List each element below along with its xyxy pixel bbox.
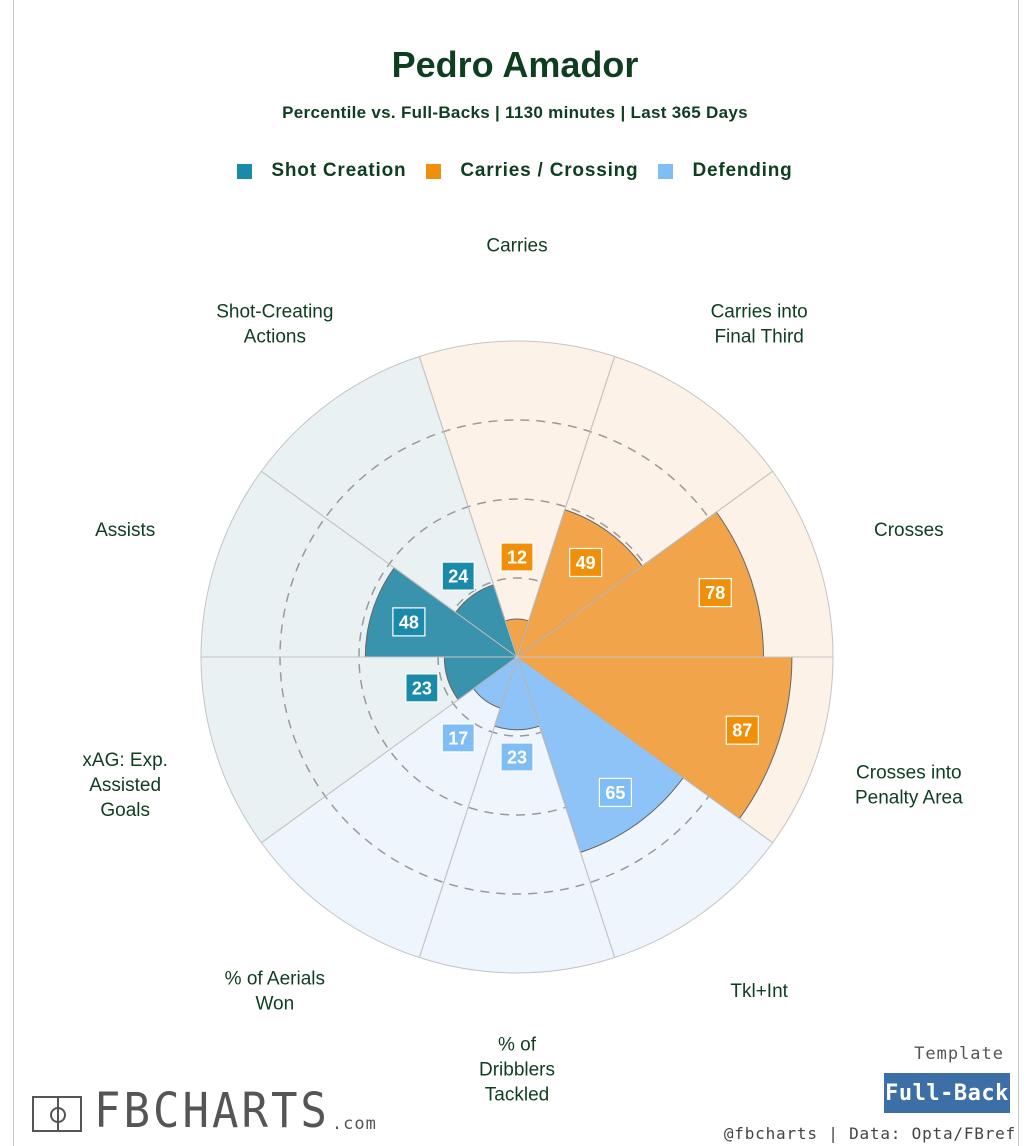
fbcharts-logo: FBCHARTS .com (32, 1087, 377, 1136)
template-label: Template (914, 1044, 1004, 1064)
chart-frame (13, 0, 1019, 1146)
value-label-bg (405, 673, 439, 703)
sector-divider (261, 470, 518, 658)
value-label-bg (392, 607, 426, 637)
sector-divider (516, 356, 616, 658)
axis-label-tkl-int: Tkl+Int (730, 981, 788, 1002)
legend-swatch-carries-crossing (426, 163, 442, 179)
sector-divider (418, 356, 518, 658)
legend-label-defending: Defending (692, 160, 793, 181)
value-label-bg (500, 742, 534, 772)
value-label-of-aerials-won: 17 (448, 728, 468, 748)
legend-label-carries-crossing: Carries / Crossing (460, 160, 639, 181)
value-label-bg (725, 715, 759, 745)
axis-label-shot-creating-actions: Shot-Creating Actions (216, 302, 333, 348)
legend-swatch-shot-creation (237, 163, 253, 179)
axis-label-of-dribblers-tackled: % of Dribblers Tackled (479, 1035, 555, 1106)
axis-label-carries: Carries (486, 236, 547, 257)
logo-suffix: .com (331, 1114, 377, 1134)
axis-label-xag-exp-assisted-goals: xAG: Exp. Assisted Goals (82, 750, 168, 821)
value-label-bg (598, 777, 632, 808)
value-label-bg (569, 547, 603, 578)
value-label-shot-creating-actions: 24 (448, 567, 468, 587)
axis-label-of-aerials-won: % of Aerials Won (225, 968, 325, 1014)
value-label-xag-exp-assisted-goals: 23 (412, 678, 432, 698)
value-label-assists: 48 (399, 612, 419, 632)
legend-item-defending: Defending (658, 160, 792, 182)
axis-label-crosses-into-penalty-area: Crosses into Penalty Area (855, 762, 963, 808)
value-label-of-dribblers-tackled: 23 (507, 748, 527, 768)
legend-swatch-defending (658, 163, 674, 179)
sector-divider (516, 656, 773, 844)
value-label-bg (441, 561, 475, 591)
legend-item-carries-crossing: Carries / Crossing (426, 160, 638, 182)
pitch-icon (32, 1096, 82, 1132)
credit-text: @fbcharts | Data: Opta/FBref (723, 1124, 1016, 1143)
value-label-carries-into-final-third: 49 (576, 553, 596, 573)
value-label-crosses: 78 (705, 583, 725, 603)
axis-label-assists: Assists (95, 520, 155, 541)
bar-tkl-int (516, 655, 684, 853)
bar-crosses (515, 511, 764, 658)
axis-label-carries-into-final-third: Carries into Final Third (711, 302, 808, 348)
sector-divider (418, 656, 518, 958)
sector-divider (516, 470, 773, 658)
legend-item-shot-creation: Shot Creation (237, 160, 406, 182)
chart-subtitle: Percentile vs. Full-Backs | 1130 minutes… (282, 103, 748, 122)
sector-divider (516, 656, 616, 958)
value-label-bg (441, 723, 475, 753)
value-label-carries: 12 (507, 548, 527, 568)
logo-text: FBCHARTS (94, 1083, 330, 1140)
bar-crosses-into-penalty-area (515, 656, 793, 820)
bar-carries-into-final-third (516, 509, 643, 659)
value-label-bg (500, 542, 534, 572)
sector-divider (261, 656, 518, 844)
value-label-crosses-into-penalty-area: 87 (732, 721, 752, 741)
value-label-bg (698, 577, 732, 608)
value-label-tkl-int: 65 (605, 783, 625, 803)
chart-title: Pedro Amador (391, 44, 639, 85)
axis-label-crosses: Crosses (874, 520, 944, 541)
sector-bg-xag-exp-assisted-goals (200, 656, 519, 844)
legend: Shot Creation Carries / Crossing Defendi… (0, 160, 1030, 182)
template-badge: Full-Back (884, 1073, 1010, 1113)
legend-label-shot-creation: Shot Creation (271, 160, 407, 181)
